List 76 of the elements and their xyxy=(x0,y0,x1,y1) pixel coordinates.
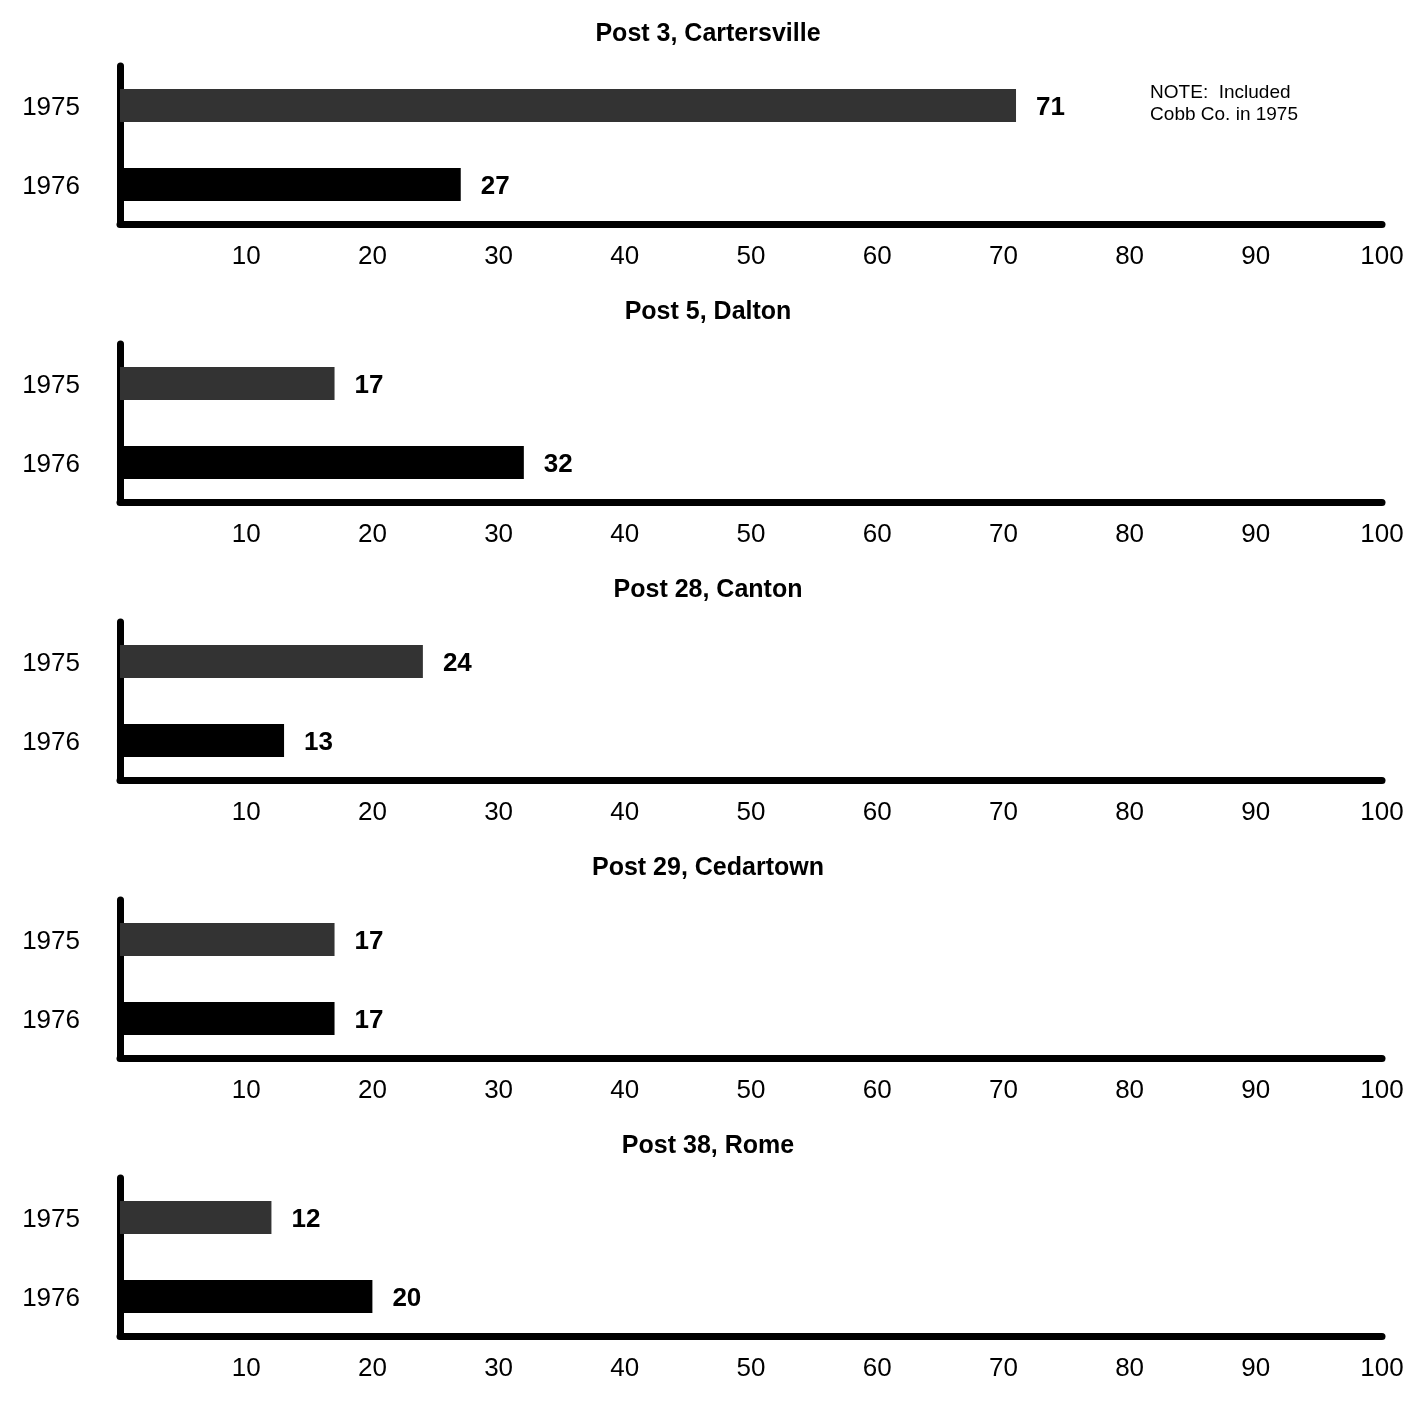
y-tick-label: 1975 xyxy=(22,924,80,955)
annotation: NOTE: Included Cobb Co. in 1975 xyxy=(1150,80,1299,124)
x-tick-label: 100 xyxy=(1360,1074,1404,1104)
x-tick-label: 100 xyxy=(1360,518,1404,548)
data-label: 27 xyxy=(480,169,510,200)
x-tick-label: 70 xyxy=(988,518,1018,548)
x-tick-label: 80 xyxy=(1115,1074,1145,1104)
x-tick-label: 70 xyxy=(988,1074,1018,1104)
x-tick-label: 20 xyxy=(357,518,387,548)
chart-title: Post 28, Canton xyxy=(613,573,803,602)
x-tick-label: 20 xyxy=(357,1352,387,1382)
data-label: 24 xyxy=(442,646,473,677)
x-tick-label: 60 xyxy=(862,796,892,826)
data-label: 71 xyxy=(1036,90,1065,121)
data-label: 17 xyxy=(354,924,384,955)
x-tick-label: 60 xyxy=(862,1352,892,1382)
x-tick-label: 80 xyxy=(1115,240,1145,270)
x-tick-label: 40 xyxy=(610,518,640,548)
x-tick-label: 10 xyxy=(231,518,261,548)
x-tick-label: 50 xyxy=(736,796,766,826)
x-tick-label: 50 xyxy=(736,1352,766,1382)
x-tick-label: 80 xyxy=(1115,518,1145,548)
data-label: 32 xyxy=(543,447,573,478)
x-tick-label: 70 xyxy=(988,796,1018,826)
x-tick-label: 90 xyxy=(1241,796,1271,826)
y-tick-label: 1976 xyxy=(22,725,80,756)
x-tick-label: 100 xyxy=(1360,796,1404,826)
y-tick-label: 1976 xyxy=(22,169,80,200)
x-tick-label: 20 xyxy=(357,240,387,270)
x-tick-label: 10 xyxy=(231,796,261,826)
x-tick-label: 40 xyxy=(610,1352,640,1382)
x-tick-label: 60 xyxy=(862,240,892,270)
x-tick-label: 10 xyxy=(231,1074,261,1104)
y-tick-label: 1976 xyxy=(22,447,80,478)
x-tick-label: 40 xyxy=(610,240,640,270)
x-tick-label: 10 xyxy=(231,240,261,270)
y-tick-label: 1975 xyxy=(22,646,80,677)
y-tick-label: 1976 xyxy=(22,1281,80,1312)
x-tick-label: 30 xyxy=(484,240,514,270)
x-tick-label: 90 xyxy=(1241,518,1271,548)
x-tick-label: 20 xyxy=(357,1074,387,1104)
x-tick-label: 80 xyxy=(1115,796,1145,826)
x-tick-label: 10 xyxy=(231,1352,261,1382)
x-tick-label: 40 xyxy=(610,796,640,826)
x-tick-label: 30 xyxy=(484,518,514,548)
chart-title: Post 29, Cedartown xyxy=(592,851,824,880)
x-tick-label: 20 xyxy=(357,796,387,826)
x-tick-label: 50 xyxy=(736,518,766,548)
x-tick-label: 30 xyxy=(484,1352,514,1382)
y-tick-label: 1976 xyxy=(22,1003,80,1034)
chart-title: Post 38, Rome xyxy=(621,1129,795,1158)
y-tick-label: 1975 xyxy=(22,368,80,399)
data-label: 12 xyxy=(291,1202,321,1233)
y-tick-label: 1975 xyxy=(22,1202,80,1233)
x-tick-label: 90 xyxy=(1241,240,1271,270)
chart-title: Post 5, Dalton xyxy=(624,295,792,324)
x-tick-label: 50 xyxy=(736,240,766,270)
x-tick-label: 100 xyxy=(1360,1352,1404,1382)
x-tick-label: 90 xyxy=(1241,1352,1271,1382)
data-label: 17 xyxy=(354,368,384,399)
x-tick-label: 70 xyxy=(988,1352,1018,1382)
x-tick-label: 80 xyxy=(1115,1352,1145,1382)
x-tick-label: 100 xyxy=(1360,240,1404,270)
x-tick-label: 60 xyxy=(862,518,892,548)
x-tick-label: 50 xyxy=(736,1074,766,1104)
x-tick-label: 70 xyxy=(988,240,1018,270)
data-label: 13 xyxy=(304,725,333,756)
y-tick-label: 1975 xyxy=(22,90,80,121)
x-tick-label: 90 xyxy=(1241,1074,1271,1104)
x-tick-label: 40 xyxy=(610,1074,640,1104)
data-label: 17 xyxy=(354,1003,384,1034)
data-label: 20 xyxy=(392,1281,422,1312)
x-tick-label: 30 xyxy=(484,1074,514,1104)
x-tick-label: 60 xyxy=(862,1074,892,1104)
chart-title: Post 3, Cartersville xyxy=(595,17,821,46)
x-tick-label: 30 xyxy=(484,796,514,826)
